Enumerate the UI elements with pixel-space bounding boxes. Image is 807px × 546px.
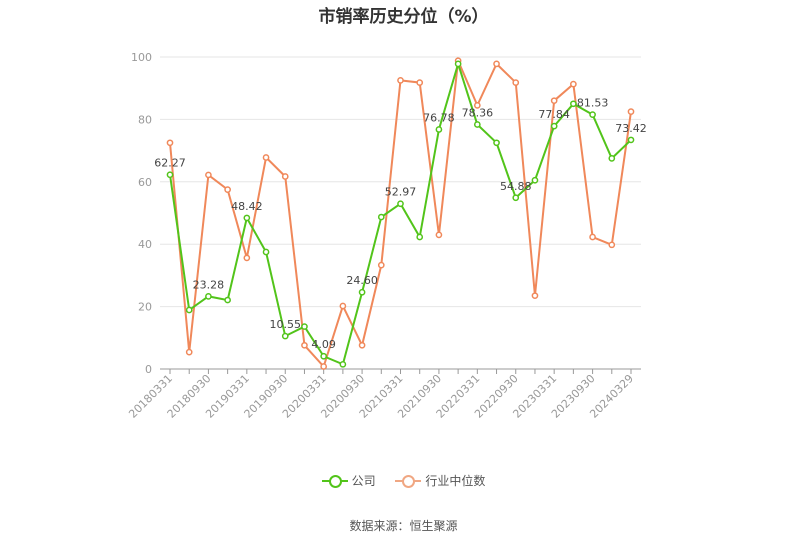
data-label: 78.36 — [462, 107, 494, 120]
series-line-industry-median — [169, 56, 632, 369]
data-point — [320, 363, 328, 370]
data-point — [570, 80, 577, 88]
data-point — [397, 77, 404, 84]
data-label: 77.84 — [538, 108, 570, 121]
data-label: 62.27 — [154, 157, 186, 170]
data-point — [589, 233, 596, 241]
data-point — [243, 254, 251, 262]
data-point — [205, 171, 212, 179]
data-point — [570, 100, 577, 108]
data-point — [454, 60, 462, 68]
grid-lines — [160, 56, 641, 370]
data-point — [531, 176, 539, 184]
data-point — [473, 102, 481, 109]
data-point — [377, 261, 385, 269]
y-tick-label: 80 — [138, 113, 152, 126]
data-point — [473, 121, 481, 128]
data-point — [608, 241, 616, 249]
x-axis: 2018033120180930201903312019093020200331… — [126, 369, 636, 421]
y-tick-label: 100 — [131, 51, 152, 64]
data-point — [627, 136, 635, 144]
data-source: 数据来源：恒生聚源 — [349, 519, 458, 533]
data-point — [550, 122, 558, 130]
data-point — [493, 60, 500, 68]
legend-item-industry-median[interactable]: 行业中位数 — [395, 472, 485, 489]
data-point — [301, 341, 308, 349]
data-point — [185, 306, 193, 314]
data-label: 52.97 — [385, 186, 417, 199]
y-axis: 0 20 40 60 80 100 — [131, 51, 152, 376]
data-point — [377, 213, 385, 221]
data-point — [550, 97, 558, 105]
data-point — [339, 360, 347, 368]
y-tick-label: 60 — [138, 176, 152, 189]
y-tick-label: 20 — [138, 301, 152, 314]
data-label: 48.42 — [231, 200, 263, 213]
data-point — [435, 126, 443, 133]
data-point — [224, 296, 231, 304]
data-point — [531, 292, 539, 300]
data-label: 23.28 — [193, 278, 225, 291]
data-label: 73.42 — [615, 122, 647, 135]
data-label: 4.09 — [311, 338, 336, 351]
legend-item-company[interactable]: 公司 — [321, 472, 376, 489]
data-point — [339, 302, 347, 310]
data-point — [435, 231, 443, 239]
legend-industry-label: 行业中位数 — [425, 474, 486, 488]
data-point — [166, 171, 174, 179]
data-point — [281, 173, 289, 180]
data-label: 76.78 — [423, 111, 455, 124]
legend-industry-marker-icon — [395, 474, 422, 488]
data-labels: 62.27 23.28 48.42 10.55 4.09 24.60 52.97 76.78 7… — [154, 97, 647, 352]
legend: 公司 行业中位数 — [0, 472, 807, 491]
series-lines — [166, 56, 635, 370]
data-point — [512, 79, 520, 86]
data-point — [320, 352, 328, 360]
data-point — [397, 200, 404, 208]
data-point — [205, 293, 212, 300]
data-point — [301, 323, 308, 330]
data-point — [262, 248, 270, 256]
data-point — [416, 233, 424, 241]
data-point — [627, 108, 635, 115]
data-point — [281, 332, 289, 340]
y-tick-label: 0 — [145, 363, 152, 376]
data-point — [608, 155, 616, 162]
data-point — [224, 186, 231, 193]
data-label: 10.55 — [270, 318, 302, 331]
data-point — [512, 194, 520, 202]
data-point — [358, 341, 366, 349]
data-point — [493, 139, 500, 147]
data-point — [243, 214, 251, 222]
data-point — [185, 348, 193, 356]
data-label: 81.53 — [577, 97, 609, 110]
legend-company-marker-icon — [321, 474, 348, 488]
legend-company-label: 公司 — [351, 474, 376, 488]
data-point — [262, 154, 270, 161]
data-label: 24.60 — [346, 274, 378, 287]
data-point — [166, 139, 174, 147]
y-tick-label: 40 — [138, 238, 152, 251]
data-label: 54.88 — [500, 180, 532, 193]
data-point — [416, 79, 424, 86]
data-point — [589, 111, 596, 118]
data-point — [358, 288, 366, 296]
chart-title: 市销率历史分位（%） — [318, 7, 489, 27]
